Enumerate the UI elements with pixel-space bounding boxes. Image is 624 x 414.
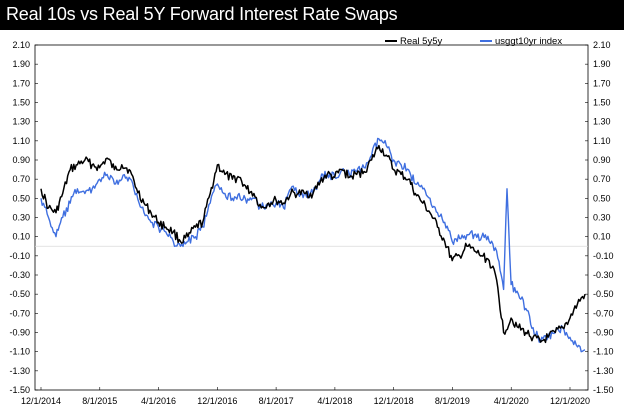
x-tick-label: 4/1/2018: [317, 396, 352, 406]
y-tick-label-right: -0.30: [593, 270, 614, 280]
y-tick-label-left: 1.90: [12, 59, 30, 69]
y-tick-label-left: 1.70: [12, 78, 30, 88]
chart-title: Real 10s vs Real 5Y Forward Interest Rat…: [6, 4, 398, 24]
title-bar: Real 10s vs Real 5Y Forward Interest Rat…: [0, 0, 624, 30]
y-tick-label-right: -1.50: [593, 385, 614, 395]
legend-label: Real 5y5y: [400, 36, 442, 47]
y-tick-label-right: -0.50: [593, 289, 614, 299]
y-tick-label-left: 1.10: [12, 136, 30, 146]
x-tick-label: 12/1/2014: [21, 396, 61, 406]
y-tick-label-right: -1.30: [593, 366, 614, 376]
series-line-real-5y5y: [40, 144, 586, 344]
y-tick-label-left: -0.30: [9, 270, 30, 280]
x-tick-label: 8/1/2019: [435, 396, 470, 406]
series-layer: [40, 137, 586, 353]
y-tick-label-right: 1.90: [593, 59, 611, 69]
y-tick-label-left: -0.10: [9, 251, 30, 261]
y-tick-label-right: 0.10: [593, 232, 611, 242]
axes: 2.10 2.10 1.90 1.90 1.70 1.70 1.50 1.50 1.30 1.30…: [9, 40, 613, 406]
x-tick-label: 4/1/2016: [141, 396, 176, 406]
legend: Real 5y5y usggt10yr index: [385, 36, 562, 47]
series-line-usggt10yr-index: [40, 137, 586, 353]
y-tick-label-left: -1.50: [9, 385, 30, 395]
y-tick-label-left: 0.30: [12, 213, 30, 223]
y-tick-label-right: -1.10: [593, 347, 614, 357]
y-tick-label-right: 0.90: [593, 155, 611, 165]
y-tick-label-right: 0.70: [593, 174, 611, 184]
y-tick-label-right: 0.30: [593, 213, 611, 223]
y-tick-label-right: 0.50: [593, 193, 611, 203]
x-tick-label: 8/1/2017: [259, 396, 294, 406]
y-tick-label-left: -1.30: [9, 366, 30, 376]
y-tick-label-left: -0.70: [9, 308, 30, 318]
y-tick-label-left: 0.90: [12, 155, 30, 165]
y-tick-label-right: 1.50: [593, 98, 611, 108]
y-tick-label-left: 0.50: [12, 193, 30, 203]
y-tick-label-left: -0.50: [9, 289, 30, 299]
y-tick-label-left: -1.10: [9, 347, 30, 357]
y-tick-label-right: 1.30: [593, 117, 611, 127]
y-tick-label-right: -0.70: [593, 308, 614, 318]
x-tick-label: 4/1/2020: [494, 396, 529, 406]
x-tick-label: 12/1/2018: [374, 396, 414, 406]
y-tick-label-right: -0.10: [593, 251, 614, 261]
x-tick-label: 8/1/2015: [82, 396, 117, 406]
y-tick-label-left: 1.30: [12, 117, 30, 127]
y-tick-label-left: -0.90: [9, 328, 30, 338]
y-tick-label-right: 1.70: [593, 78, 611, 88]
x-tick-label: 12/1/2016: [197, 396, 237, 406]
y-tick-label-right: 1.10: [593, 136, 611, 146]
legend-label: usggt10yr index: [495, 36, 562, 47]
y-tick-label-left: 0.10: [12, 232, 30, 242]
y-tick-label-right: 2.10: [593, 40, 611, 50]
y-tick-label-left: 0.70: [12, 174, 30, 184]
y-tick-label-left: 1.50: [12, 98, 30, 108]
y-tick-label-left: 2.10: [12, 40, 30, 50]
y-tick-label-right: -0.90: [593, 328, 614, 338]
x-tick-label: 12/1/2020: [550, 396, 590, 406]
plot-frame: [34, 44, 589, 391]
line-chart: 2.10 2.10 1.90 1.90 1.70 1.70 1.50 1.50 1.30 1.30…: [9, 36, 613, 406]
